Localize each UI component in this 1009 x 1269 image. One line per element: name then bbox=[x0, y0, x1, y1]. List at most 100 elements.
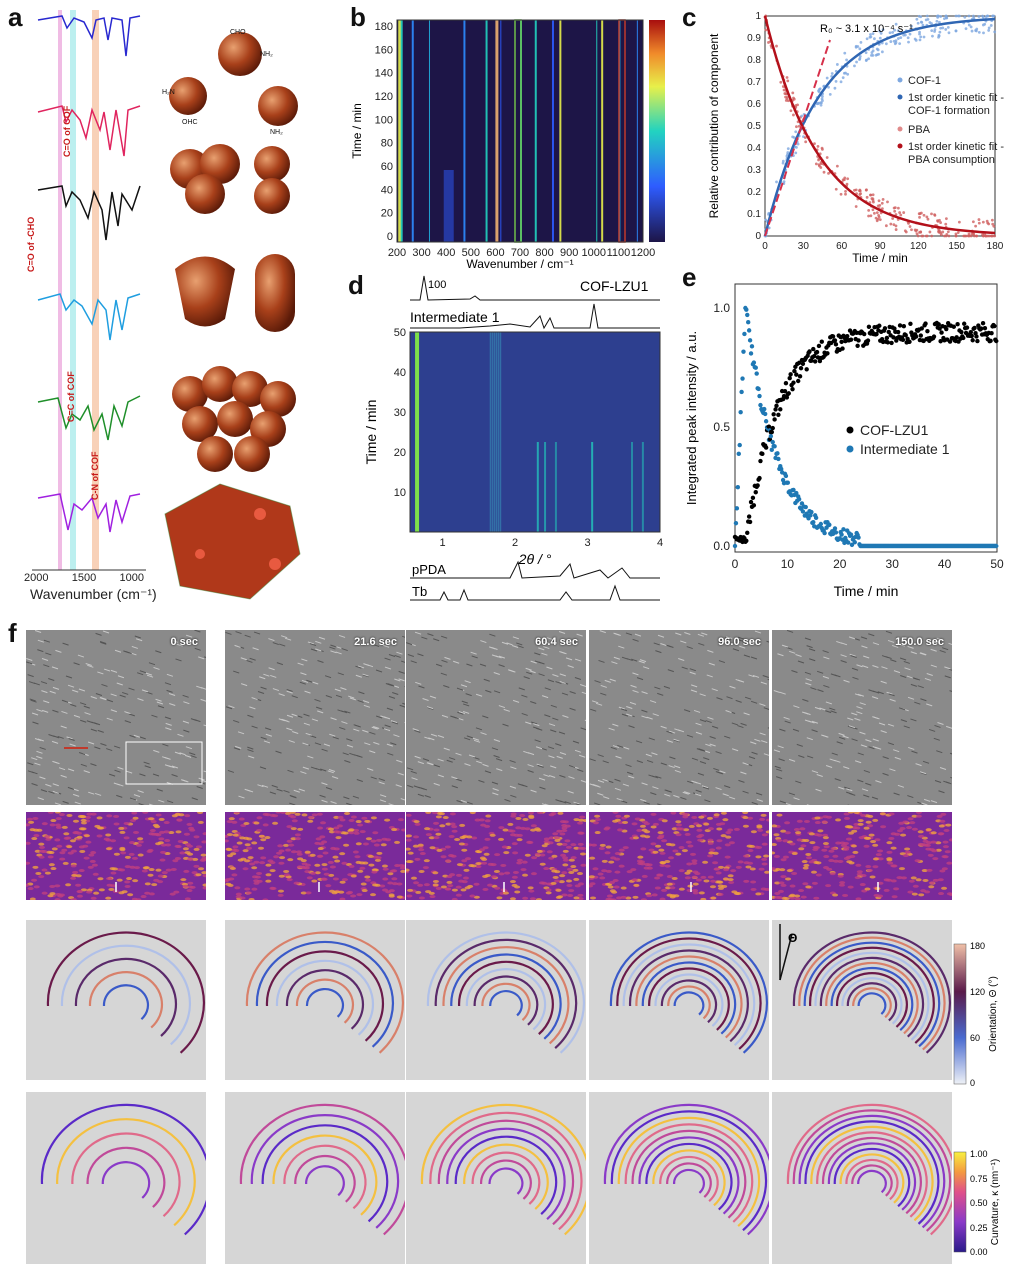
panel-d-label: d bbox=[348, 270, 364, 300]
lattice-fringe bbox=[641, 961, 737, 1035]
lattice-fringe bbox=[429, 1111, 583, 1231]
intermediate-point bbox=[839, 532, 844, 537]
ir-band bbox=[500, 20, 502, 242]
pba-point bbox=[845, 182, 849, 186]
cof1-point bbox=[971, 14, 975, 18]
pba-point bbox=[775, 44, 778, 48]
pba-point bbox=[797, 124, 801, 128]
cof1-point bbox=[933, 28, 937, 31]
lattice-fringe bbox=[827, 1142, 917, 1211]
pba-point bbox=[881, 197, 885, 201]
pba-point bbox=[936, 219, 940, 223]
cof-lzu1-point bbox=[862, 331, 867, 337]
pba-point bbox=[990, 218, 994, 222]
y-tick: 1 bbox=[755, 11, 761, 22]
lattice-fringe bbox=[810, 1125, 934, 1222]
intermediate-point bbox=[994, 543, 999, 549]
lattice-fringe bbox=[804, 1120, 940, 1225]
pba-point bbox=[992, 224, 996, 228]
tem-tem-frame: 60.4 sec bbox=[406, 630, 586, 805]
lattice-fringe bbox=[471, 1151, 541, 1205]
cof-lzu1-label: COF-LZU1 bbox=[580, 278, 649, 294]
cof-lzu1-point bbox=[964, 325, 970, 330]
intermediate-point bbox=[734, 506, 740, 511]
pba-point bbox=[970, 232, 974, 236]
panel-e-label: e bbox=[682, 262, 697, 292]
pba-point bbox=[779, 80, 783, 84]
tem-tem-frame: 0 sec bbox=[26, 630, 206, 805]
cof-lzu1-point bbox=[769, 429, 774, 435]
pba-point bbox=[867, 208, 871, 212]
pba-point bbox=[786, 79, 790, 83]
lattice-fringe bbox=[852, 987, 892, 1019]
cof-lzu1-point bbox=[798, 365, 804, 371]
panel-a-xlabel: Wavenumber (cm⁻¹) bbox=[30, 586, 157, 602]
lattice-fringe bbox=[481, 982, 531, 1021]
orientation-label: Orientation, Θ (°) bbox=[988, 976, 999, 1052]
y-tick: 120 bbox=[375, 91, 393, 103]
y-tick: 160 bbox=[375, 44, 393, 56]
lattice-fringe bbox=[283, 1144, 367, 1210]
lattice-fringe bbox=[659, 1155, 719, 1203]
cof1-point bbox=[858, 57, 862, 60]
pba-point bbox=[899, 213, 903, 217]
intermediate-point bbox=[848, 532, 854, 537]
intermediate-point bbox=[809, 509, 814, 515]
lattice-fringe bbox=[845, 1158, 899, 1201]
cof1-point bbox=[891, 30, 895, 34]
cof-lzu1-point bbox=[751, 503, 757, 508]
lattice-fringe bbox=[40, 1103, 206, 1236]
cof-lzu1-point bbox=[772, 417, 777, 422]
intermediate-point bbox=[813, 515, 819, 521]
x-tick: 1000 bbox=[582, 247, 606, 259]
pba-point bbox=[941, 230, 945, 234]
pba-point bbox=[834, 187, 838, 191]
pba-point bbox=[792, 96, 795, 100]
lattice-fringe bbox=[609, 931, 768, 1054]
panel-c-label: c bbox=[682, 2, 697, 32]
cof1-point bbox=[782, 180, 786, 184]
intermediate-point bbox=[796, 496, 802, 502]
cof1-point bbox=[946, 26, 950, 29]
lattice-fringe bbox=[841, 977, 903, 1025]
pba-point bbox=[919, 230, 923, 234]
pba-point bbox=[835, 164, 839, 168]
lattice-fringe bbox=[645, 1142, 733, 1211]
cof1-point bbox=[894, 39, 898, 43]
pba-point bbox=[794, 104, 798, 107]
intermediate-point bbox=[744, 307, 749, 312]
lattice-fringe bbox=[56, 1118, 196, 1227]
x-tick: 40 bbox=[938, 557, 952, 571]
lattice-fringe bbox=[673, 991, 705, 1016]
cof-lzu1-point bbox=[889, 340, 894, 346]
cof-lzu1-point bbox=[938, 339, 943, 344]
pba-point bbox=[854, 188, 858, 192]
cof-lzu1-point bbox=[774, 403, 779, 408]
cof1-point bbox=[786, 147, 790, 151]
cof1-point bbox=[821, 99, 824, 103]
cof-lzu1-point bbox=[968, 329, 973, 335]
cof1-point bbox=[817, 101, 821, 105]
pba-point bbox=[854, 205, 858, 208]
intermediate-point bbox=[776, 456, 781, 462]
y-tick: 50 bbox=[394, 327, 406, 339]
x-tick: 500 bbox=[462, 247, 480, 259]
cof1-point bbox=[922, 35, 926, 39]
lattice-fringe bbox=[275, 959, 375, 1036]
panel-e-legend: COF-LZU1 Intermediate 1 bbox=[846, 422, 950, 457]
pba-point bbox=[764, 28, 768, 32]
cof-lzu1-point bbox=[913, 334, 919, 339]
cof1-point bbox=[821, 95, 824, 98]
cof-lzu1-point bbox=[961, 335, 966, 341]
x-tick: 300 bbox=[412, 247, 430, 259]
intermediate-point bbox=[739, 389, 744, 395]
cof1-point bbox=[936, 14, 940, 18]
intermediate-point bbox=[845, 540, 851, 545]
legend-item: PBA bbox=[908, 124, 931, 136]
curvature-colorbar: 1.00 0.75 0.50 0.25 0.00 Curvature, κ (n… bbox=[953, 1149, 1001, 1257]
pba-point bbox=[925, 234, 929, 238]
panel-c-xlabel: Time / min bbox=[852, 251, 908, 265]
cof-lzu1-point bbox=[766, 424, 772, 429]
lattice-fringe bbox=[101, 1161, 151, 1199]
panel-c-legend: COF-1 1st order kinetic fit - COF-1 form… bbox=[897, 75, 1004, 166]
